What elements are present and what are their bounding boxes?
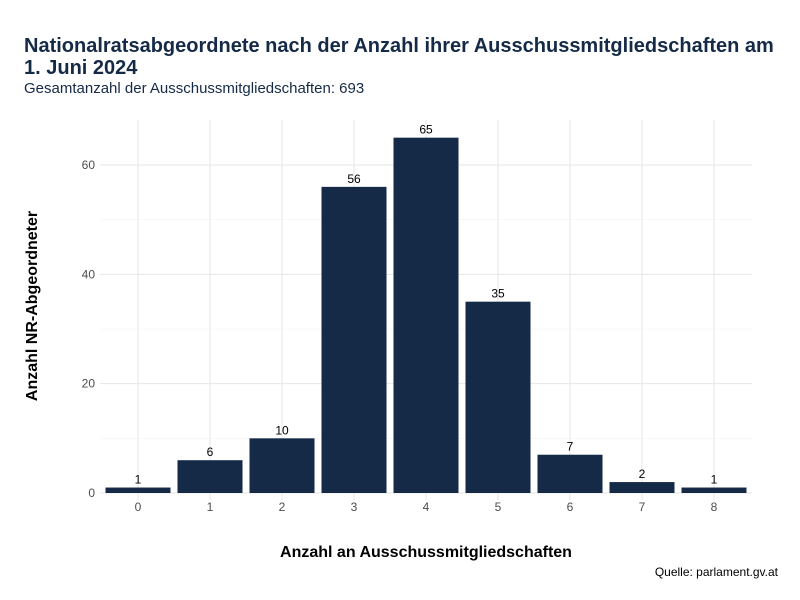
y-tick-label: 60: [82, 158, 96, 172]
y-axis-label: Anzahl NR-Abgeordneter: [24, 211, 41, 401]
chart-subtitle: Gesamtanzahl der Ausschussmitgliedschaft…: [24, 80, 365, 97]
bar-4: [393, 137, 459, 493]
data-label: 2: [639, 467, 646, 481]
x-tick-label: 5: [495, 500, 502, 514]
bar-7: [609, 482, 675, 493]
data-label: 6: [207, 445, 214, 459]
data-label: 1: [135, 473, 142, 487]
data-label: 1: [711, 473, 718, 487]
bar-1: [177, 460, 243, 493]
bar-2: [249, 438, 315, 493]
data-label: 7: [567, 440, 574, 454]
x-tick-label: 0: [135, 500, 142, 514]
data-label: 10: [275, 423, 289, 437]
bar-6: [537, 454, 603, 493]
x-tick-label: 2: [279, 500, 286, 514]
x-tick-label: 6: [567, 500, 574, 514]
x-axis-label: Anzahl an Ausschussmitgliedschaften: [280, 544, 572, 561]
x-tick-label: 3: [351, 500, 358, 514]
x-tick-label: 1: [207, 500, 214, 514]
chart-caption: Quelle: parlament.gv.at: [654, 565, 778, 579]
x-tick-label: 4: [423, 500, 430, 514]
bar-5: [465, 301, 531, 493]
x-tick-label: 8: [711, 500, 718, 514]
y-tick-label: 40: [82, 267, 96, 281]
chart-title: Nationalratsabgeordnete nach der Anzahl …: [24, 35, 774, 79]
x-tick-label: 7: [639, 500, 646, 514]
data-label: 35: [491, 287, 505, 301]
data-label: 56: [347, 172, 361, 186]
bar-0: [105, 487, 171, 493]
y-tick-label: 20: [82, 377, 96, 391]
bar-8: [681, 487, 747, 493]
data-label: 65: [419, 123, 433, 137]
bar-3: [321, 186, 387, 493]
y-tick-label: 0: [88, 486, 95, 500]
